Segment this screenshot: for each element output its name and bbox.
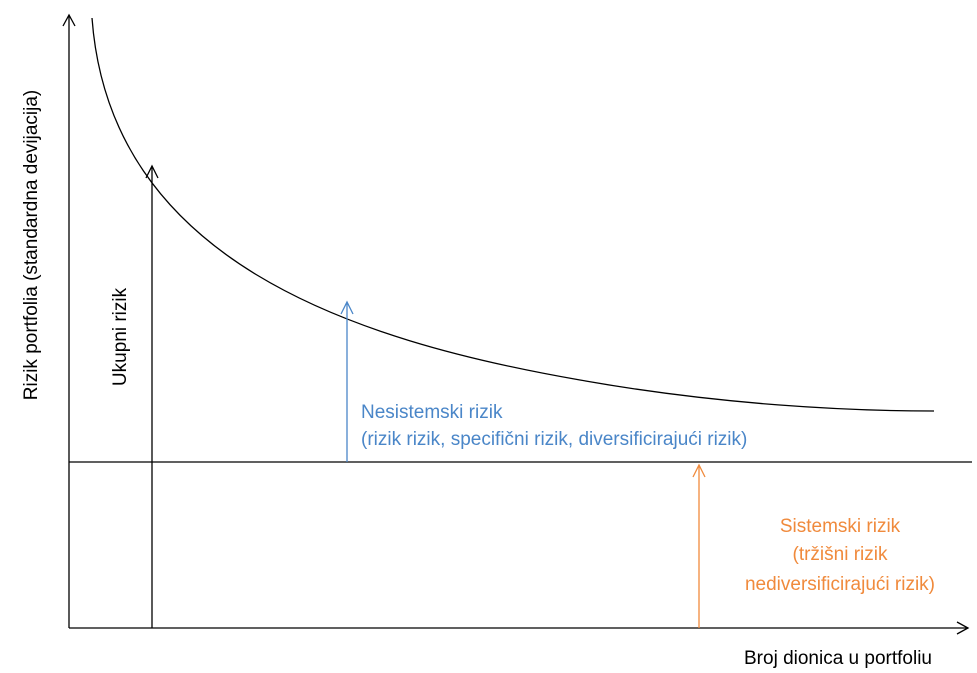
systematic-risk-arrowhead	[692, 463, 706, 478]
systematic-risk-title: Sistemski rizik	[780, 516, 901, 537]
unsystematic-risk-arrowhead	[340, 300, 354, 315]
systematic-risk-desc-line1: (tržišni rizik	[793, 544, 888, 565]
y-axis-label: Rizik portfolia (standardna devijacija)	[21, 90, 42, 400]
total-risk-curve	[91, 17, 935, 412]
x-axis-label: Broj dionica u portfoliu	[744, 648, 932, 669]
unsystematic-risk-title: Nesistemski rizik	[361, 402, 503, 423]
total-risk-arrowhead	[145, 164, 159, 179]
systematic-risk-desc-line2: nediversificirajući rizik)	[745, 574, 935, 595]
unsystematic-risk-description: (rizik rizik, specifični rizik, diversif…	[361, 429, 747, 450]
total-risk-label: Ukupni rizik	[110, 287, 131, 386]
x-axis-arrowhead	[956, 621, 970, 635]
y-axis-arrowhead	[62, 13, 76, 27]
